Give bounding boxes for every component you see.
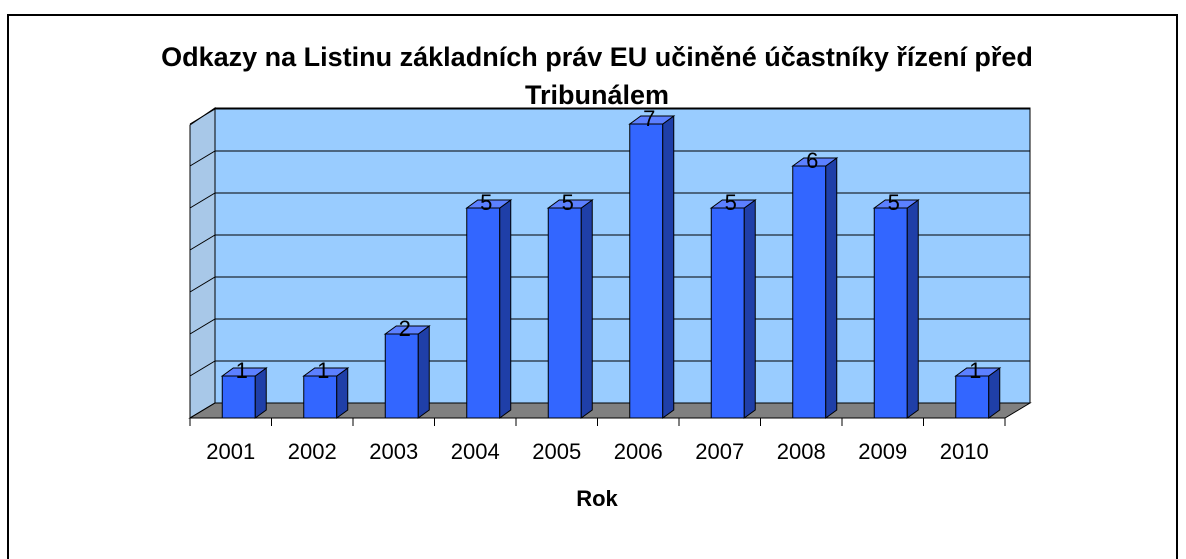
bar	[220, 367, 268, 419]
bar-side	[417, 325, 430, 419]
bar-side	[906, 199, 919, 419]
bar	[465, 199, 513, 419]
bar-side	[580, 199, 593, 419]
grid-line	[189, 402, 1030, 419]
bar-front	[384, 333, 419, 419]
grid-line	[189, 360, 1030, 377]
bar-front	[792, 165, 827, 419]
bar	[872, 199, 920, 419]
bar-front	[303, 375, 338, 419]
value-label: 7	[643, 106, 655, 131]
grid-line	[189, 192, 1030, 209]
value-label: 5	[888, 190, 900, 215]
bar-side	[336, 367, 349, 419]
x-tick-label: 2007	[695, 439, 744, 464]
x-tick-label: 2006	[614, 439, 663, 464]
bar-front	[873, 207, 908, 419]
bar-top	[872, 199, 920, 209]
x-tick-label: 2008	[777, 439, 826, 464]
x-axis-label: Rok	[576, 486, 618, 511]
value-label: 1	[317, 358, 329, 383]
bar-side	[988, 367, 1001, 419]
bar	[546, 199, 594, 419]
x-tick-label: 2004	[451, 439, 500, 464]
bar-side	[662, 115, 675, 419]
bar	[383, 325, 431, 419]
bar-front	[221, 375, 256, 419]
bar	[302, 367, 350, 419]
bar-front	[547, 207, 582, 419]
bar	[954, 367, 1002, 419]
value-label: 5	[725, 190, 737, 215]
bar-top	[791, 157, 839, 167]
value-label: 5	[562, 190, 574, 215]
bar	[709, 199, 757, 419]
value-label: 1	[236, 358, 248, 383]
x-tick-label: 2002	[288, 439, 337, 464]
bar-top	[302, 367, 350, 377]
grid-line	[189, 276, 1030, 293]
bar-front	[710, 207, 745, 419]
grid-line	[189, 318, 1030, 335]
bar-top	[954, 367, 1002, 377]
bar-top	[546, 199, 594, 209]
value-label: 6	[806, 148, 818, 173]
bar	[628, 115, 676, 419]
bar-side	[499, 199, 512, 419]
bar-front	[466, 207, 501, 419]
value-label: 5	[480, 190, 492, 215]
bar	[791, 157, 839, 419]
bar-side	[825, 157, 838, 419]
bar-front	[629, 123, 664, 419]
bar-top	[709, 199, 757, 209]
frame	[7, 14, 1178, 559]
grid-line	[189, 108, 1030, 125]
x-tick-label: 2001	[206, 439, 255, 464]
x-tick-label: 2005	[532, 439, 581, 464]
plot	[189, 108, 1030, 419]
grid-line	[189, 150, 1030, 167]
bar-top	[628, 115, 676, 125]
x-tick-label: 2010	[940, 439, 989, 464]
bar-side	[254, 367, 267, 419]
bar-side	[743, 199, 756, 419]
side-wall	[189, 107, 216, 419]
bar-top	[383, 325, 431, 335]
x-tick-label: 2003	[369, 439, 418, 464]
x-tick-label: 2009	[858, 439, 907, 464]
grid-line	[189, 234, 1030, 251]
chart-title: Odkazy na Listinu základních práv EU uči…	[161, 42, 1033, 110]
value-label: 2	[399, 316, 411, 341]
value-label: 1	[969, 358, 981, 383]
bar-top	[465, 199, 513, 209]
bar-top	[220, 367, 268, 377]
